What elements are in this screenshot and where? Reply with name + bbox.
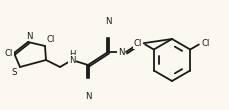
Text: Cl: Cl	[47, 35, 55, 43]
Text: N: N	[26, 31, 32, 40]
Text: Cl: Cl	[133, 39, 142, 48]
Text: Cl: Cl	[201, 39, 209, 48]
Text: N: N	[68, 56, 75, 64]
Text: N: N	[117, 48, 124, 57]
Text: H: H	[68, 50, 75, 59]
Text: N: N	[84, 92, 91, 101]
Text: Cl: Cl	[5, 49, 13, 58]
Text: S: S	[11, 68, 17, 76]
Text: N: N	[104, 16, 111, 26]
